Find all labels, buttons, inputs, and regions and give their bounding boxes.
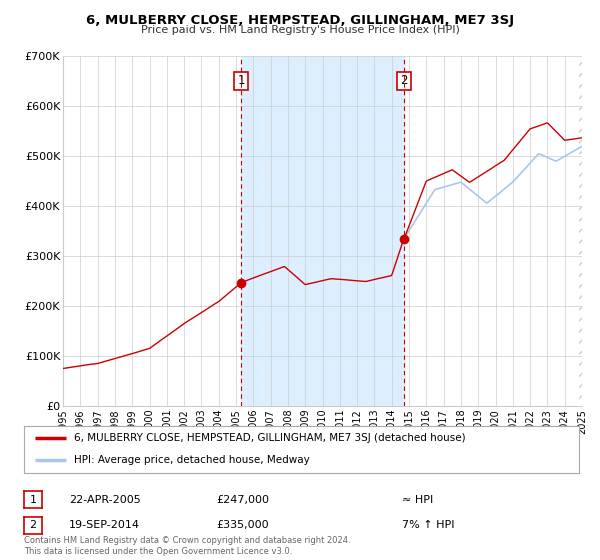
Text: 2: 2: [29, 520, 37, 530]
Text: Contains HM Land Registry data © Crown copyright and database right 2024.
This d: Contains HM Land Registry data © Crown c…: [24, 536, 350, 556]
Text: HPI: Average price, detached house, Medway: HPI: Average price, detached house, Medw…: [74, 455, 310, 465]
Text: 6, MULBERRY CLOSE, HEMPSTEAD, GILLINGHAM, ME7 3SJ (detached house): 6, MULBERRY CLOSE, HEMPSTEAD, GILLINGHAM…: [74, 433, 466, 444]
Text: 22-APR-2005: 22-APR-2005: [69, 494, 141, 505]
Text: Price paid vs. HM Land Registry's House Price Index (HPI): Price paid vs. HM Land Registry's House …: [140, 25, 460, 35]
Text: 19-SEP-2014: 19-SEP-2014: [69, 520, 140, 530]
Text: 1: 1: [238, 74, 245, 87]
Text: 1: 1: [29, 494, 37, 505]
Text: ≈ HPI: ≈ HPI: [402, 494, 433, 505]
Text: £335,000: £335,000: [216, 520, 269, 530]
Bar: [580, 56, 582, 406]
Text: 2: 2: [400, 74, 408, 87]
Text: 7% ↑ HPI: 7% ↑ HPI: [402, 520, 455, 530]
Bar: [241, 56, 404, 406]
Text: 6, MULBERRY CLOSE, HEMPSTEAD, GILLINGHAM, ME7 3SJ: 6, MULBERRY CLOSE, HEMPSTEAD, GILLINGHAM…: [86, 14, 514, 27]
Text: £247,000: £247,000: [216, 494, 269, 505]
